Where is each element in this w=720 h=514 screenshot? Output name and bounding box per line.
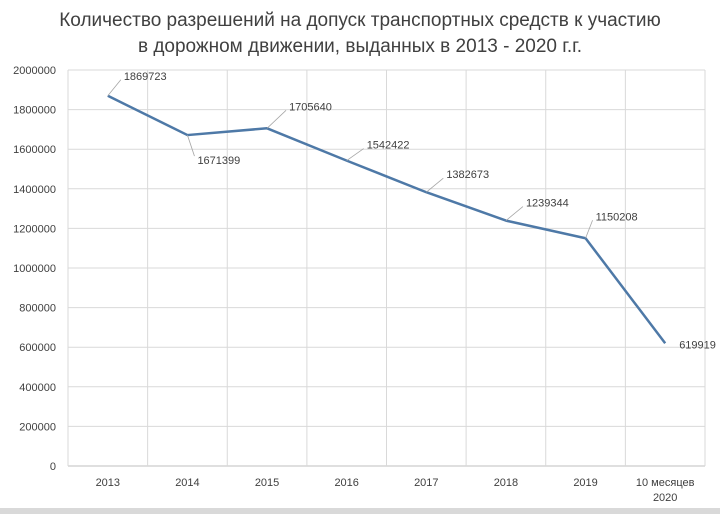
data-label-leader: [346, 148, 364, 161]
x-tick-label: 2018: [494, 477, 518, 489]
chart-title-line-1: Количество разрешений на допуск транспор…: [59, 10, 661, 31]
data-label: 1705640: [289, 101, 332, 113]
data-label: 1382673: [446, 169, 489, 181]
x-tick-label: 10 месяцев: [636, 477, 695, 489]
data-label-leader: [426, 177, 444, 193]
x-tick-label: 2019: [573, 477, 597, 489]
y-tick-label: 2000000: [13, 65, 56, 77]
y-tick-label: 1000000: [13, 263, 56, 275]
y-tick-label: 0: [50, 461, 56, 473]
series-line: [107, 94, 667, 345]
y-tick-label: 1400000: [13, 184, 56, 196]
data-label-leader: [585, 220, 593, 239]
x-tick-label: 2015: [255, 477, 279, 489]
data-label-leader: [107, 79, 122, 97]
data-label: 1671399: [197, 155, 240, 167]
y-tick-label: 600000: [19, 342, 56, 354]
y-tick-label: 1200000: [13, 223, 56, 235]
data-label-leader: [187, 134, 195, 157]
data-label: 1869723: [124, 71, 167, 83]
chart-title: Количество разрешений на допуск транспор…: [0, 8, 720, 60]
y-tick-label: 800000: [19, 303, 56, 315]
data-label-leader: [266, 109, 287, 129]
y-tick-label: 1800000: [13, 105, 56, 117]
x-tick-label: 2014: [175, 477, 199, 489]
chart-title-line-2: в дорожном движении, выданных в 2013 - 2…: [137, 36, 583, 57]
data-label: 619919: [679, 339, 716, 351]
y-tick-label: 1600000: [13, 144, 56, 156]
x-tick-label: 2017: [414, 477, 438, 489]
x-tick-label: 2016: [334, 477, 358, 489]
bottom-edge: [0, 508, 720, 514]
y-tick-label: 400000: [19, 382, 56, 394]
y-tick-label: 200000: [19, 421, 56, 433]
data-label: 1239344: [526, 198, 569, 210]
data-label: 1542422: [367, 140, 410, 152]
data-label-leader: [505, 206, 524, 221]
data-label: 1150208: [596, 211, 638, 223]
x-tick-label: 2020: [653, 492, 677, 504]
x-tick-label: 2013: [96, 477, 120, 489]
